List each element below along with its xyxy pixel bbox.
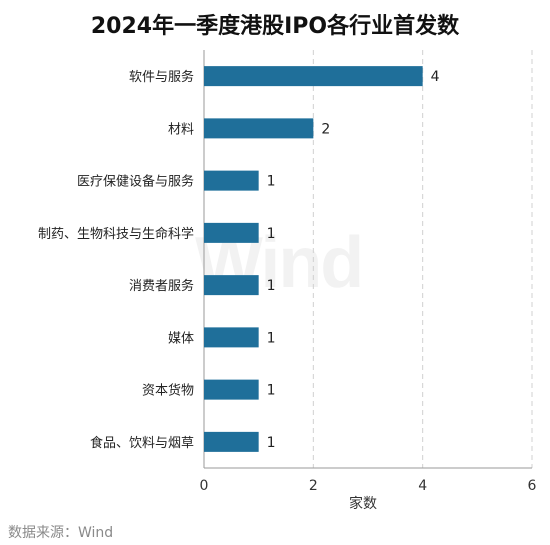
- value-label-6: 1: [267, 383, 276, 399]
- x-tick-label-2: 4: [418, 478, 427, 494]
- category-label-6: 资本货物: [142, 383, 194, 399]
- bar-4: [204, 275, 259, 296]
- x-tick-label-1: 2: [309, 478, 318, 494]
- value-label-1: 2: [321, 121, 330, 137]
- category-label-4: 消费者服务: [129, 278, 194, 294]
- category-label-5: 媒体: [168, 331, 194, 346]
- value-label-7: 1: [267, 435, 276, 451]
- value-label-5: 1: [267, 330, 276, 346]
- source-note: 数据来源：Wind: [8, 525, 114, 541]
- value-label-2: 1: [267, 174, 276, 190]
- category-label-3: 制药、生物科技与生命科学: [38, 226, 194, 242]
- bar-7: [204, 431, 259, 452]
- value-label-0: 4: [431, 69, 440, 85]
- bar-6: [204, 379, 259, 400]
- bar-5: [204, 327, 259, 348]
- x-tick-label-3: 6: [528, 478, 537, 494]
- bar-3: [204, 222, 259, 243]
- category-label-2: 医疗保健设备与服务: [77, 174, 194, 190]
- value-label-4: 1: [267, 278, 276, 294]
- category-label-0: 软件与服务: [129, 69, 194, 85]
- chart-title: 2024年一季度港股IPO各行业首发数: [90, 14, 460, 39]
- bar-1: [204, 118, 314, 139]
- value-label-3: 1: [267, 226, 276, 242]
- bar-0: [204, 66, 423, 87]
- x-axis-title: 家数: [349, 495, 377, 512]
- category-label-7: 食品、饮料与烟草: [90, 435, 194, 451]
- bar-2: [204, 170, 259, 191]
- category-label-1: 材料: [168, 122, 194, 137]
- x-tick-label-0: 0: [200, 478, 209, 494]
